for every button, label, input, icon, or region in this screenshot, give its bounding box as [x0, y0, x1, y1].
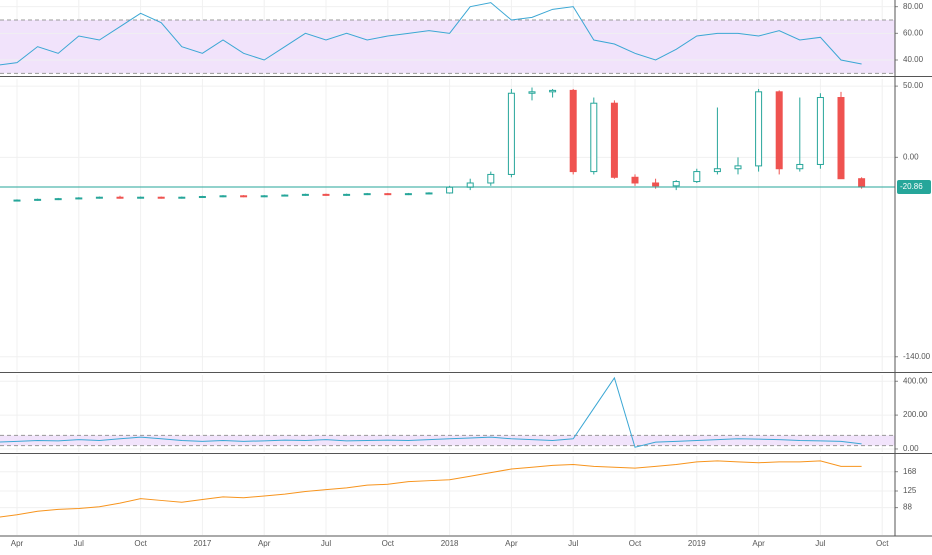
candle-body — [528, 91, 536, 94]
candle-body — [446, 186, 454, 194]
candle-body — [837, 97, 845, 180]
candle-body — [34, 198, 42, 201]
candle-body — [652, 182, 660, 187]
x-tick-label: Jul — [321, 539, 331, 548]
candle-body — [54, 198, 62, 201]
candle-body — [816, 97, 824, 165]
x-tick-label: Oct — [134, 539, 147, 548]
line-series — [0, 2, 862, 66]
candle-body — [384, 193, 392, 196]
candle-body — [734, 165, 742, 170]
candle-body — [13, 199, 21, 202]
candle-body — [178, 196, 186, 199]
candle-body — [363, 193, 371, 196]
candle-body — [487, 173, 495, 184]
y-tick-label: 168 — [903, 467, 917, 476]
x-tick-label: 2017 — [194, 539, 212, 548]
y-tick-label: 50.00 — [903, 81, 924, 90]
candle-body — [281, 194, 289, 197]
x-tick-label: 2018 — [441, 539, 459, 548]
candle-body — [301, 193, 309, 196]
candle-body — [75, 197, 83, 200]
x-tick-label: Jul — [74, 539, 84, 548]
x-tick-label: Jul — [568, 539, 578, 548]
candle-body — [116, 196, 124, 199]
x-tick-label: 2019 — [688, 539, 706, 548]
candle-body — [260, 195, 268, 198]
candle-body — [322, 193, 330, 196]
x-tick-label: Apr — [752, 539, 765, 548]
band-fill — [0, 20, 895, 74]
x-tick-label: Apr — [258, 539, 271, 548]
candle-body — [858, 178, 866, 188]
candle-body — [796, 163, 804, 170]
y-tick-label: 0.00 — [903, 444, 919, 453]
candle-body — [713, 168, 721, 173]
candle-body — [672, 181, 680, 187]
candle-body — [569, 89, 577, 173]
x-tick-label: Oct — [876, 539, 889, 548]
y-tick-label: 40.00 — [903, 55, 924, 64]
line-series — [0, 460, 862, 518]
candle-body — [693, 171, 701, 183]
candle-body — [549, 89, 557, 93]
last-value-box — [897, 180, 931, 195]
candle-body — [95, 196, 103, 199]
candle-body — [198, 196, 206, 199]
y-tick-label: 200.00 — [903, 410, 928, 419]
y-tick-label: 88 — [903, 503, 912, 512]
candle-body — [775, 91, 783, 170]
x-tick-label: Apr — [505, 539, 518, 548]
line-series — [0, 376, 862, 448]
candle-body — [343, 193, 351, 196]
y-tick-label: 400.00 — [903, 376, 928, 385]
y-tick-label: 60.00 — [903, 28, 924, 37]
y-tick-label: 0.00 — [903, 152, 919, 161]
x-tick-label: Oct — [629, 539, 642, 548]
last-value-label: -20.86 — [900, 182, 923, 191]
y-tick-label: 125 — [903, 486, 917, 495]
candle-body — [507, 92, 515, 175]
candle-body — [631, 176, 639, 184]
candle-body — [219, 195, 227, 198]
x-tick-label: Jul — [815, 539, 825, 548]
candle-body — [755, 91, 763, 167]
candle-body — [610, 102, 618, 178]
x-tick-label: Apr — [11, 539, 24, 548]
x-tick-label: Oct — [382, 539, 395, 548]
y-tick-label: -140.00 — [903, 352, 931, 361]
band-fill — [0, 435, 895, 446]
candle-body — [137, 196, 145, 199]
candle-body — [157, 196, 165, 199]
candle-body — [425, 192, 433, 195]
candle-body — [404, 193, 412, 196]
candle-body — [240, 195, 248, 198]
y-tick-label: 80.00 — [903, 2, 924, 11]
candle-body — [590, 102, 598, 173]
